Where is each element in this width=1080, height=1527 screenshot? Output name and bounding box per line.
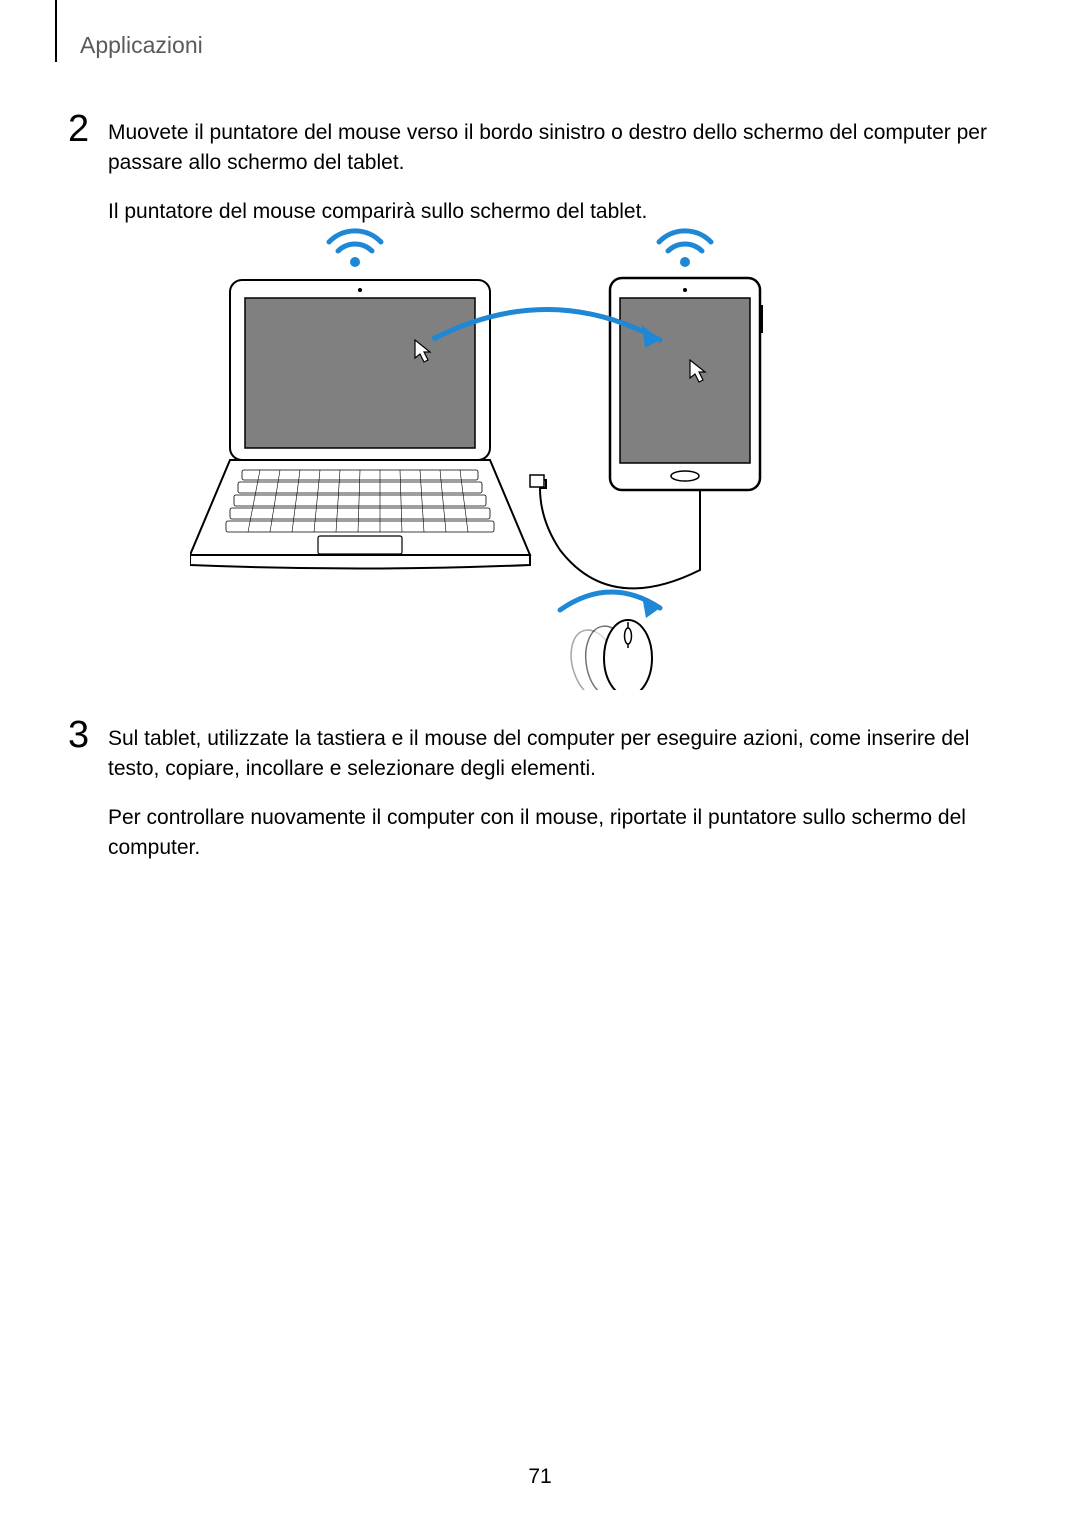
step-3: 3 Sul tablet, utilizzate la tastiera e i… — [68, 716, 1012, 882]
step-3-para-1: Sul tablet, utilizzate la tastiera e il … — [108, 724, 1012, 785]
wifi-icon — [659, 231, 711, 267]
tablet-icon — [610, 278, 763, 490]
header-title: Applicazioni — [80, 32, 203, 59]
step-number-2: 2 — [68, 110, 108, 148]
wifi-icon — [329, 231, 381, 267]
step-2-para-1: Muovete il puntatore del mouse verso il … — [108, 118, 1012, 179]
step-number-3: 3 — [68, 716, 108, 754]
cable — [530, 480, 710, 588]
connection-diagram — [190, 220, 790, 690]
laptop-icon — [190, 280, 530, 569]
mouse-icon — [560, 592, 660, 690]
page-number: 71 — [0, 1465, 1080, 1489]
step-3-body: Sul tablet, utilizzate la tastiera e il … — [108, 716, 1012, 882]
step-3-para-2: Per controllare nuovamente il computer c… — [108, 803, 1012, 864]
header-rule — [55, 0, 57, 62]
